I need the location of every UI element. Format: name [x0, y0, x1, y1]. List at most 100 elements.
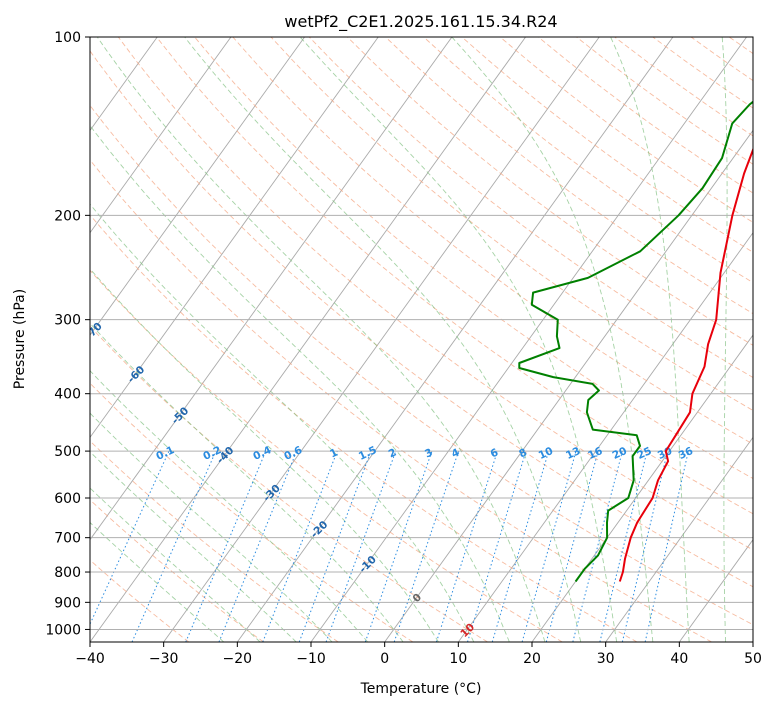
dry-adiabat-line: [90, 159, 712, 642]
y-axis-label: Pressure (hPa): [12, 289, 28, 389]
temperature-profile-line: [618, 146, 753, 582]
x-tick-label: 30: [597, 651, 615, 667]
y-tick-label: 600: [54, 491, 81, 507]
isotherm-label: -30: [261, 482, 283, 504]
mixing-ratio-label: 1: [328, 446, 340, 460]
mixing-ratio-label: 36: [677, 445, 695, 462]
dry-adiabat-line: [156, 37, 753, 515]
isotherm-line: [90, 37, 379, 439]
mixing-ratio-label: 10: [537, 445, 555, 462]
mixing-ratio-line: [644, 450, 689, 642]
isotherm-line: [90, 37, 526, 642]
isotherm-label: 10: [458, 621, 477, 640]
y-tick-label: 100: [54, 30, 81, 46]
dry-adiabat-line: [90, 269, 563, 642]
dry-adiabat-line: [90, 325, 488, 642]
mixing-ratio-line: [325, 450, 397, 642]
x-tick-label: −20: [223, 651, 253, 667]
mixing-ratio-line: [131, 450, 217, 642]
mixing-ratio-line: [90, 450, 170, 626]
y-axis-ticks: 100 200 300 400 500 600 700 800 900 1000: [45, 30, 90, 638]
y-tick-label: 900: [54, 595, 81, 611]
mixing-ratio-label: 25: [635, 445, 653, 462]
isotherm-line: [236, 37, 674, 642]
mixing-ratio-line: [572, 450, 623, 642]
moist-adiabat-line: [90, 203, 475, 642]
mixing-ratio-label: 13: [564, 445, 582, 462]
isotherm-line: [384, 129, 753, 642]
mixing-ratio-label: 0.6: [282, 444, 304, 463]
dry-adiabat-line: [90, 499, 264, 642]
pressure-gridlines: [90, 37, 753, 630]
mixing-ratio-line: [364, 450, 433, 642]
isotherm-line: [0, 37, 10, 642]
dry-adiabat-line: [90, 214, 638, 642]
y-tick-label: 300: [54, 313, 81, 329]
moist-adiabat-line: [299, 37, 618, 642]
dry-adiabat-line: [538, 37, 753, 194]
moist-adiabat-line: [90, 370, 369, 642]
mixing-ratio-label: 3: [423, 446, 435, 460]
dry-adiabat-line: [767, 37, 775, 642]
y-tick-label: 700: [54, 531, 81, 547]
mixing-ratio-line: [435, 450, 498, 642]
dry-adiabat-line: [117, 37, 753, 551]
mixing-ratio-line: [545, 450, 599, 642]
mixing-ratio-line: [621, 450, 669, 642]
isotherm-label: -60: [125, 364, 147, 386]
x-tick-label: −10: [296, 651, 326, 667]
mixing-ratio-line: [262, 450, 338, 642]
isotherm-line: [605, 436, 753, 642]
chart-title: wetPf2_C2E1.2025.161.15.34.R24: [284, 12, 557, 32]
mixing-ratio-line: [521, 450, 577, 642]
moist-adiabat-line: [90, 412, 333, 642]
moist-adiabat-line: [90, 521, 225, 642]
mixing-ratio-line: [491, 450, 550, 642]
isotherm-line: [752, 641, 753, 642]
x-tick-label: 0: [380, 651, 389, 667]
dry-adiabat-line: [614, 37, 753, 137]
mixing-ratio-label: 20: [611, 445, 629, 462]
x-tick-label: 50: [744, 651, 762, 667]
isotherm-line: [531, 334, 753, 642]
mixing-ratio-label: 1.5: [357, 444, 379, 463]
moist-adiabat-line: [610, 37, 690, 642]
dry-adiabat-line: [728, 37, 753, 55]
isotherm-line: [90, 37, 232, 234]
dry-adiabat-line: [270, 37, 753, 411]
y-tick-label: 400: [54, 387, 81, 403]
dry-adiabat-line: [232, 37, 753, 445]
isotherm-label: -80: [42, 275, 64, 297]
y-tick-label: 1000: [45, 622, 81, 638]
x-tick-label: 10: [449, 651, 467, 667]
isotherm-line: [90, 37, 453, 541]
isotherm-line: [310, 37, 747, 642]
dry-adiabat-line: [347, 37, 753, 346]
mixing-ratio-label: 2: [387, 446, 399, 460]
profile-series: [518, 100, 753, 583]
plot-frame: [89, 36, 754, 643]
moist-adiabat-line: [451, 37, 654, 642]
y-tick-label: 200: [54, 208, 81, 224]
x-tick-label: −30: [149, 651, 179, 667]
moist-adiabat-line: [184, 37, 582, 642]
mixing-ratio-line: [599, 450, 648, 642]
mixing-ratio-label: 30: [656, 445, 674, 462]
mixing-ratio-label: 0.4: [251, 444, 273, 463]
mixing-ratio-label: 16: [586, 445, 604, 462]
isotherm-line: [90, 37, 305, 336]
dry-adiabat-line: [385, 37, 753, 315]
dry-adiabat-line: [90, 50, 753, 588]
dry-adiabat-line: [90, 559, 190, 642]
mixing-ratio-label: 0.1: [154, 444, 176, 463]
isotherm-line: [457, 231, 753, 642]
y-tick-label: 500: [54, 444, 81, 460]
y-tick-label: 800: [54, 565, 81, 581]
dry-adiabat-line: [308, 37, 753, 379]
x-tick-label: 40: [670, 651, 688, 667]
x-tick-label: −40: [75, 651, 105, 667]
line-labels: 0.10.20.40.611.52346810131620253036-100-…: [42, 275, 695, 640]
background-lines: [0, 37, 775, 642]
moist-adiabat-line: [96, 37, 546, 642]
